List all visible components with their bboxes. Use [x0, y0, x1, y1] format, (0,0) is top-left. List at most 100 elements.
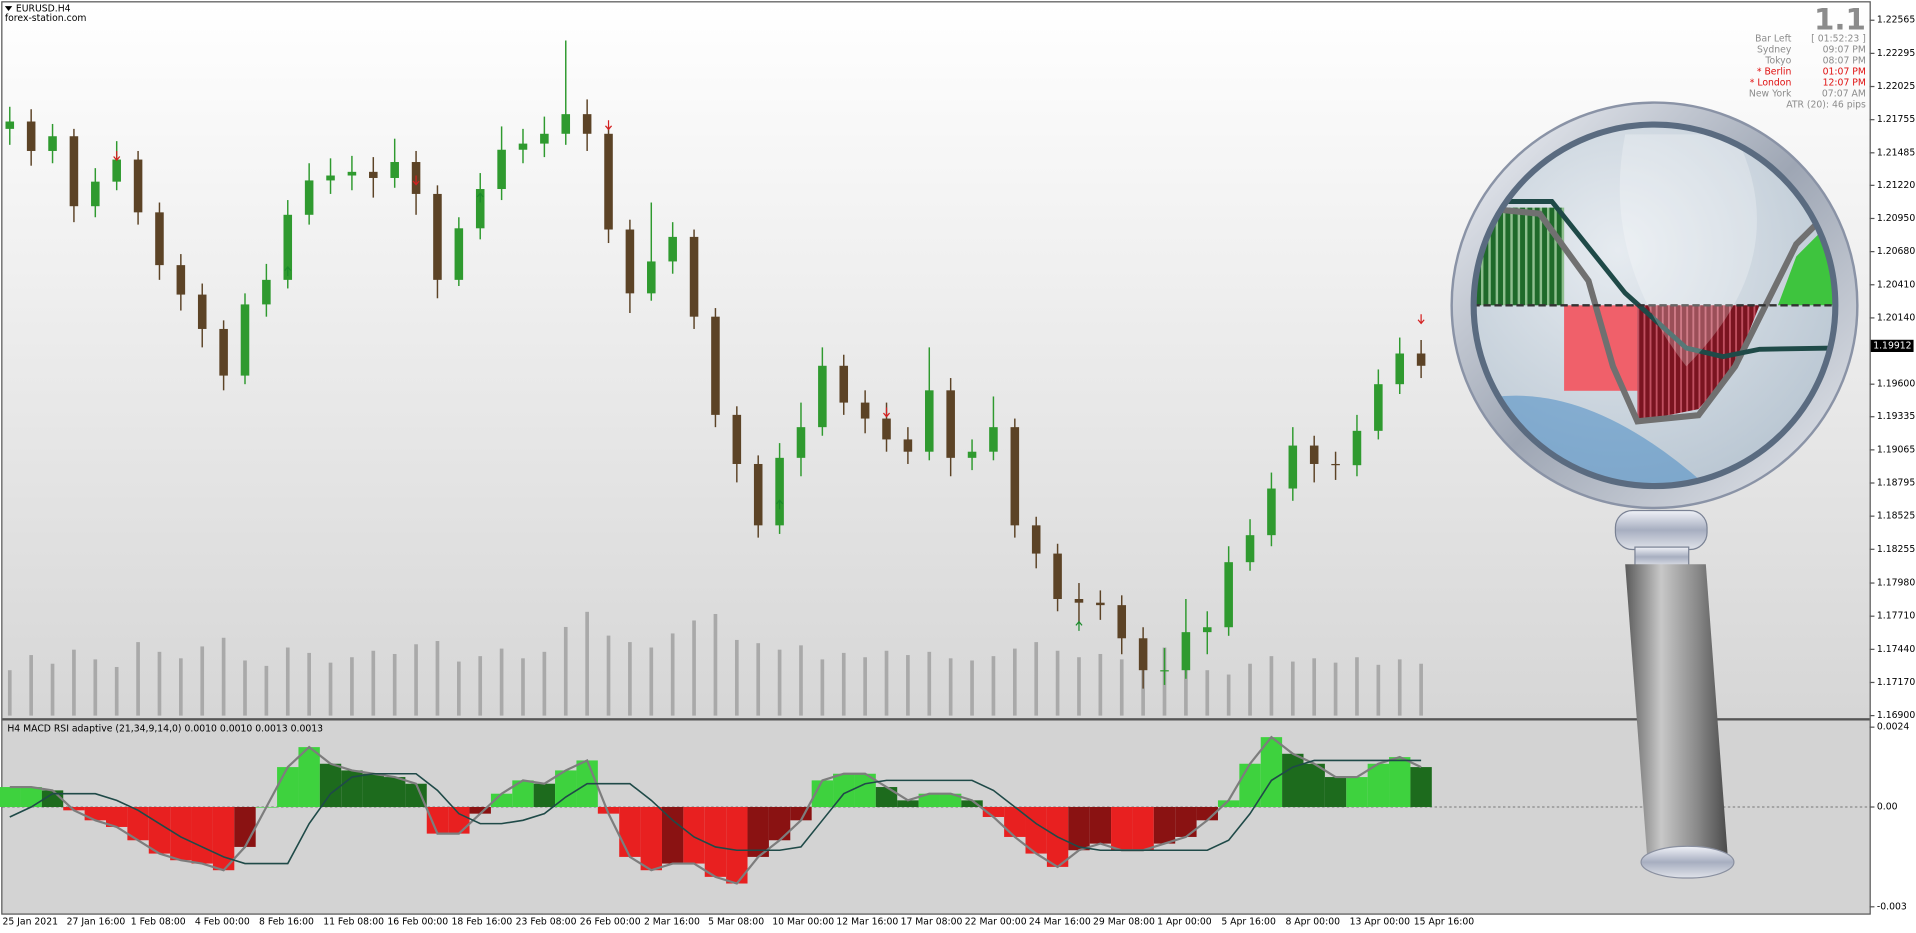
- signal-line: [9, 759, 1422, 865]
- volume-bar: [1119, 659, 1124, 716]
- x-tick-label: 5 Apr 16:00: [1221, 917, 1276, 928]
- info-label: * London: [1750, 78, 1792, 89]
- histogram-bar: [854, 773, 876, 808]
- histogram-bar: [170, 807, 192, 861]
- magnifier: [1450, 101, 1859, 879]
- volume-bar: [457, 661, 461, 716]
- volume-bar: [713, 613, 718, 716]
- volume-bar: [863, 657, 867, 716]
- candle-body: [176, 265, 186, 295]
- y-tick-label: 1.17170: [1877, 677, 1915, 688]
- histogram-bar: [1196, 807, 1218, 821]
- candle-body: [1202, 627, 1212, 633]
- volume-bar: [884, 650, 889, 716]
- volume-bar: [93, 659, 98, 716]
- candle-body: [882, 418, 891, 440]
- volume-bar: [1034, 642, 1039, 716]
- y-tick-label: 1.17710: [1877, 611, 1915, 622]
- signal-arrow: [113, 150, 121, 162]
- info-label: * Berlin: [1757, 67, 1792, 78]
- histogram-bar: [533, 783, 556, 808]
- y-tick-label: 1.19600: [1877, 379, 1915, 390]
- histogram-bar: [1239, 763, 1261, 808]
- last-price-box: [1870, 339, 1914, 352]
- x-tick-label: 26 Feb 00:00: [580, 917, 641, 928]
- indicator-pane: [2, 720, 1870, 914]
- histogram-bar: [1089, 807, 1112, 844]
- candle-body: [753, 463, 763, 526]
- candle-body: [1416, 353, 1426, 366]
- histogram-bar: [918, 793, 940, 808]
- candle-body: [497, 149, 506, 190]
- x-tick-label: 22 Mar 00:00: [965, 917, 1027, 928]
- candle-body: [1074, 599, 1084, 603]
- histogram-bar: [1217, 800, 1240, 808]
- x-tick-label: 1 Apr 00:00: [1157, 917, 1212, 928]
- volume-bar: [264, 665, 269, 716]
- candle-body: [1374, 384, 1383, 431]
- histogram-bar: [277, 767, 299, 808]
- candle-body: [326, 175, 335, 181]
- y-tick-label: 1.17440: [1877, 644, 1915, 655]
- volume-bar: [991, 656, 996, 716]
- volume-bar: [50, 663, 55, 716]
- histogram-bar: [768, 807, 791, 841]
- volume-bar: [906, 655, 910, 716]
- volume-bar: [670, 633, 675, 716]
- info-value: 07:07 AM: [1822, 89, 1866, 100]
- histogram-bar: [127, 807, 149, 841]
- y-tick-label: 1.21220: [1877, 180, 1915, 191]
- histogram-bar: [512, 780, 534, 808]
- candle-body: [989, 427, 998, 452]
- x-tick-label: 4 Feb 00:00: [195, 917, 250, 928]
- candle-body: [1309, 445, 1319, 464]
- histogram-bar: [747, 807, 769, 857]
- volume-bar: [1355, 657, 1359, 716]
- y-tick-label: -0.003: [1877, 901, 1907, 912]
- candle-body: [946, 390, 955, 458]
- volume-bar: [692, 620, 696, 716]
- histogram-bar: [63, 807, 85, 811]
- histogram-bar: [448, 807, 470, 834]
- signal-arrow: [776, 499, 784, 510]
- magnifier-cap: [1640, 845, 1735, 879]
- x-tick-label: 13 Apr 00:00: [1350, 917, 1411, 928]
- volume-bar: [1333, 662, 1338, 716]
- plot-layer: 1.22565 1.22295 1.22025 1.21755 1.21485 1.212…: [0, 15, 1915, 928]
- x-tick-label: 18 Feb 16:00: [452, 917, 513, 928]
- volume-bar: [414, 644, 418, 716]
- candle-body: [1031, 525, 1041, 554]
- candle-body: [304, 180, 314, 215]
- volume-bar: [734, 639, 739, 716]
- info-value: 08:07 PM: [1823, 56, 1866, 67]
- histogram-bar: [811, 780, 834, 808]
- candle-body: [369, 171, 378, 178]
- histogram-bar: [20, 787, 42, 808]
- candle-body: [454, 228, 464, 280]
- y-tick-label: 1.20140: [1877, 312, 1915, 323]
- candle-body: [155, 212, 164, 266]
- volume-bar: [542, 651, 547, 716]
- candle-body: [347, 171, 357, 176]
- histogram-bar: [1175, 807, 1197, 837]
- y-tick-label: 1.18255: [1877, 544, 1915, 555]
- volume-bar: [756, 643, 761, 716]
- histogram-bar: [597, 807, 620, 814]
- magnifier-neck: [1634, 546, 1690, 568]
- histogram-bar: [833, 773, 855, 808]
- candle-body: [1395, 353, 1405, 385]
- volume-bar: [1055, 650, 1060, 716]
- magnifier-handle: [1625, 564, 1728, 858]
- candle-body: [925, 390, 934, 452]
- volume-bar: [1312, 658, 1317, 716]
- volume-bar: [1077, 657, 1081, 716]
- y-tick-label: 1.22025: [1877, 81, 1915, 92]
- volume-bar: [136, 642, 140, 716]
- candle-body: [219, 328, 228, 376]
- candle-body: [775, 457, 784, 526]
- candle-body: [540, 133, 549, 144]
- histogram-outline: [9, 735, 1422, 885]
- signal-arrow: [1075, 620, 1083, 631]
- histogram-bar: [1111, 807, 1133, 851]
